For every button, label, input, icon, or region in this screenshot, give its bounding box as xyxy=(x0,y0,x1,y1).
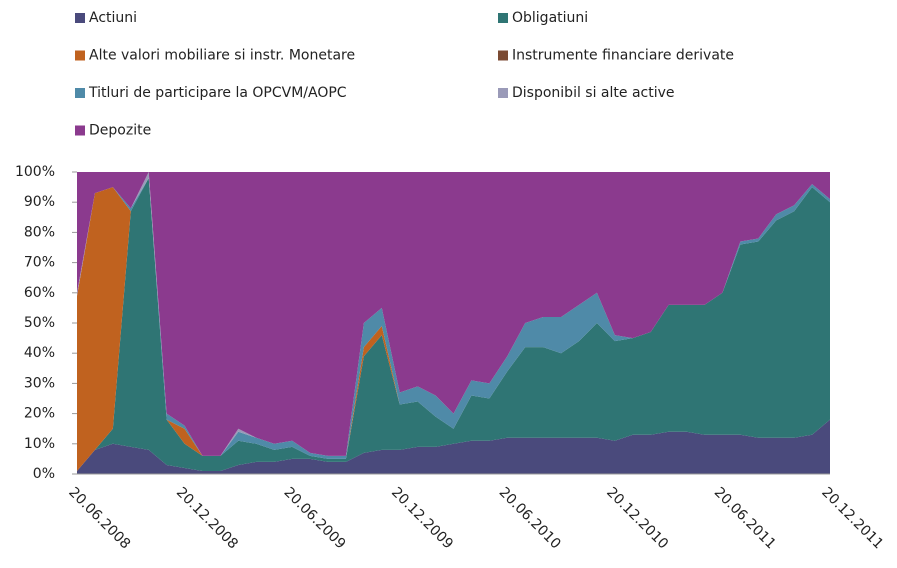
legend-swatch xyxy=(498,88,508,98)
legend-label: Titluri de participare la OPCVM/AOPC xyxy=(88,85,347,101)
x-tick-label: 20.06.2009 xyxy=(280,484,348,552)
legend-label: Instrumente financiare derivate xyxy=(512,48,734,64)
legend-swatch xyxy=(75,88,85,98)
legend-label: Alte valori mobiliare si instr. Monetare xyxy=(89,48,355,64)
legend-swatch xyxy=(75,125,85,136)
y-tick-label: 0% xyxy=(33,466,55,482)
y-tick-label: 30% xyxy=(24,375,55,391)
y-tick-label: 100% xyxy=(15,164,55,180)
area xyxy=(77,172,830,456)
legend-swatch xyxy=(75,50,85,61)
legend-label: Actiuni xyxy=(89,10,137,26)
legend-swatch xyxy=(498,50,508,61)
legend-label: Obligatiuni xyxy=(512,10,588,26)
y-tick-label: 70% xyxy=(24,255,55,271)
x-tick-label: 20.06.2011 xyxy=(711,484,779,552)
x-tick-label: 20.06.2010 xyxy=(496,484,564,552)
x-tick-label: 20.12.2008 xyxy=(173,484,241,552)
area xyxy=(77,419,830,474)
x-tick-label: 20.12.2010 xyxy=(603,484,671,552)
y-tick-label: 10% xyxy=(24,436,55,452)
legend-swatch xyxy=(498,13,508,23)
y-tick-label: 90% xyxy=(24,194,55,210)
legend-label: Disponibil si alte active xyxy=(512,85,675,101)
x-tick-label: 20.12.2011 xyxy=(818,484,886,552)
y-tick-label: 80% xyxy=(24,224,55,240)
legend-swatch xyxy=(75,13,85,23)
legend-label: Depozite xyxy=(89,123,151,139)
y-tick-label: 20% xyxy=(24,406,55,422)
x-tick-label: 20.06.2008 xyxy=(65,484,133,552)
y-tick-label: 40% xyxy=(24,345,55,361)
y-tick-label: 60% xyxy=(24,285,55,301)
y-tick-label: 50% xyxy=(24,315,55,331)
x-tick-label: 20.12.2009 xyxy=(388,484,456,552)
area xyxy=(77,178,830,471)
